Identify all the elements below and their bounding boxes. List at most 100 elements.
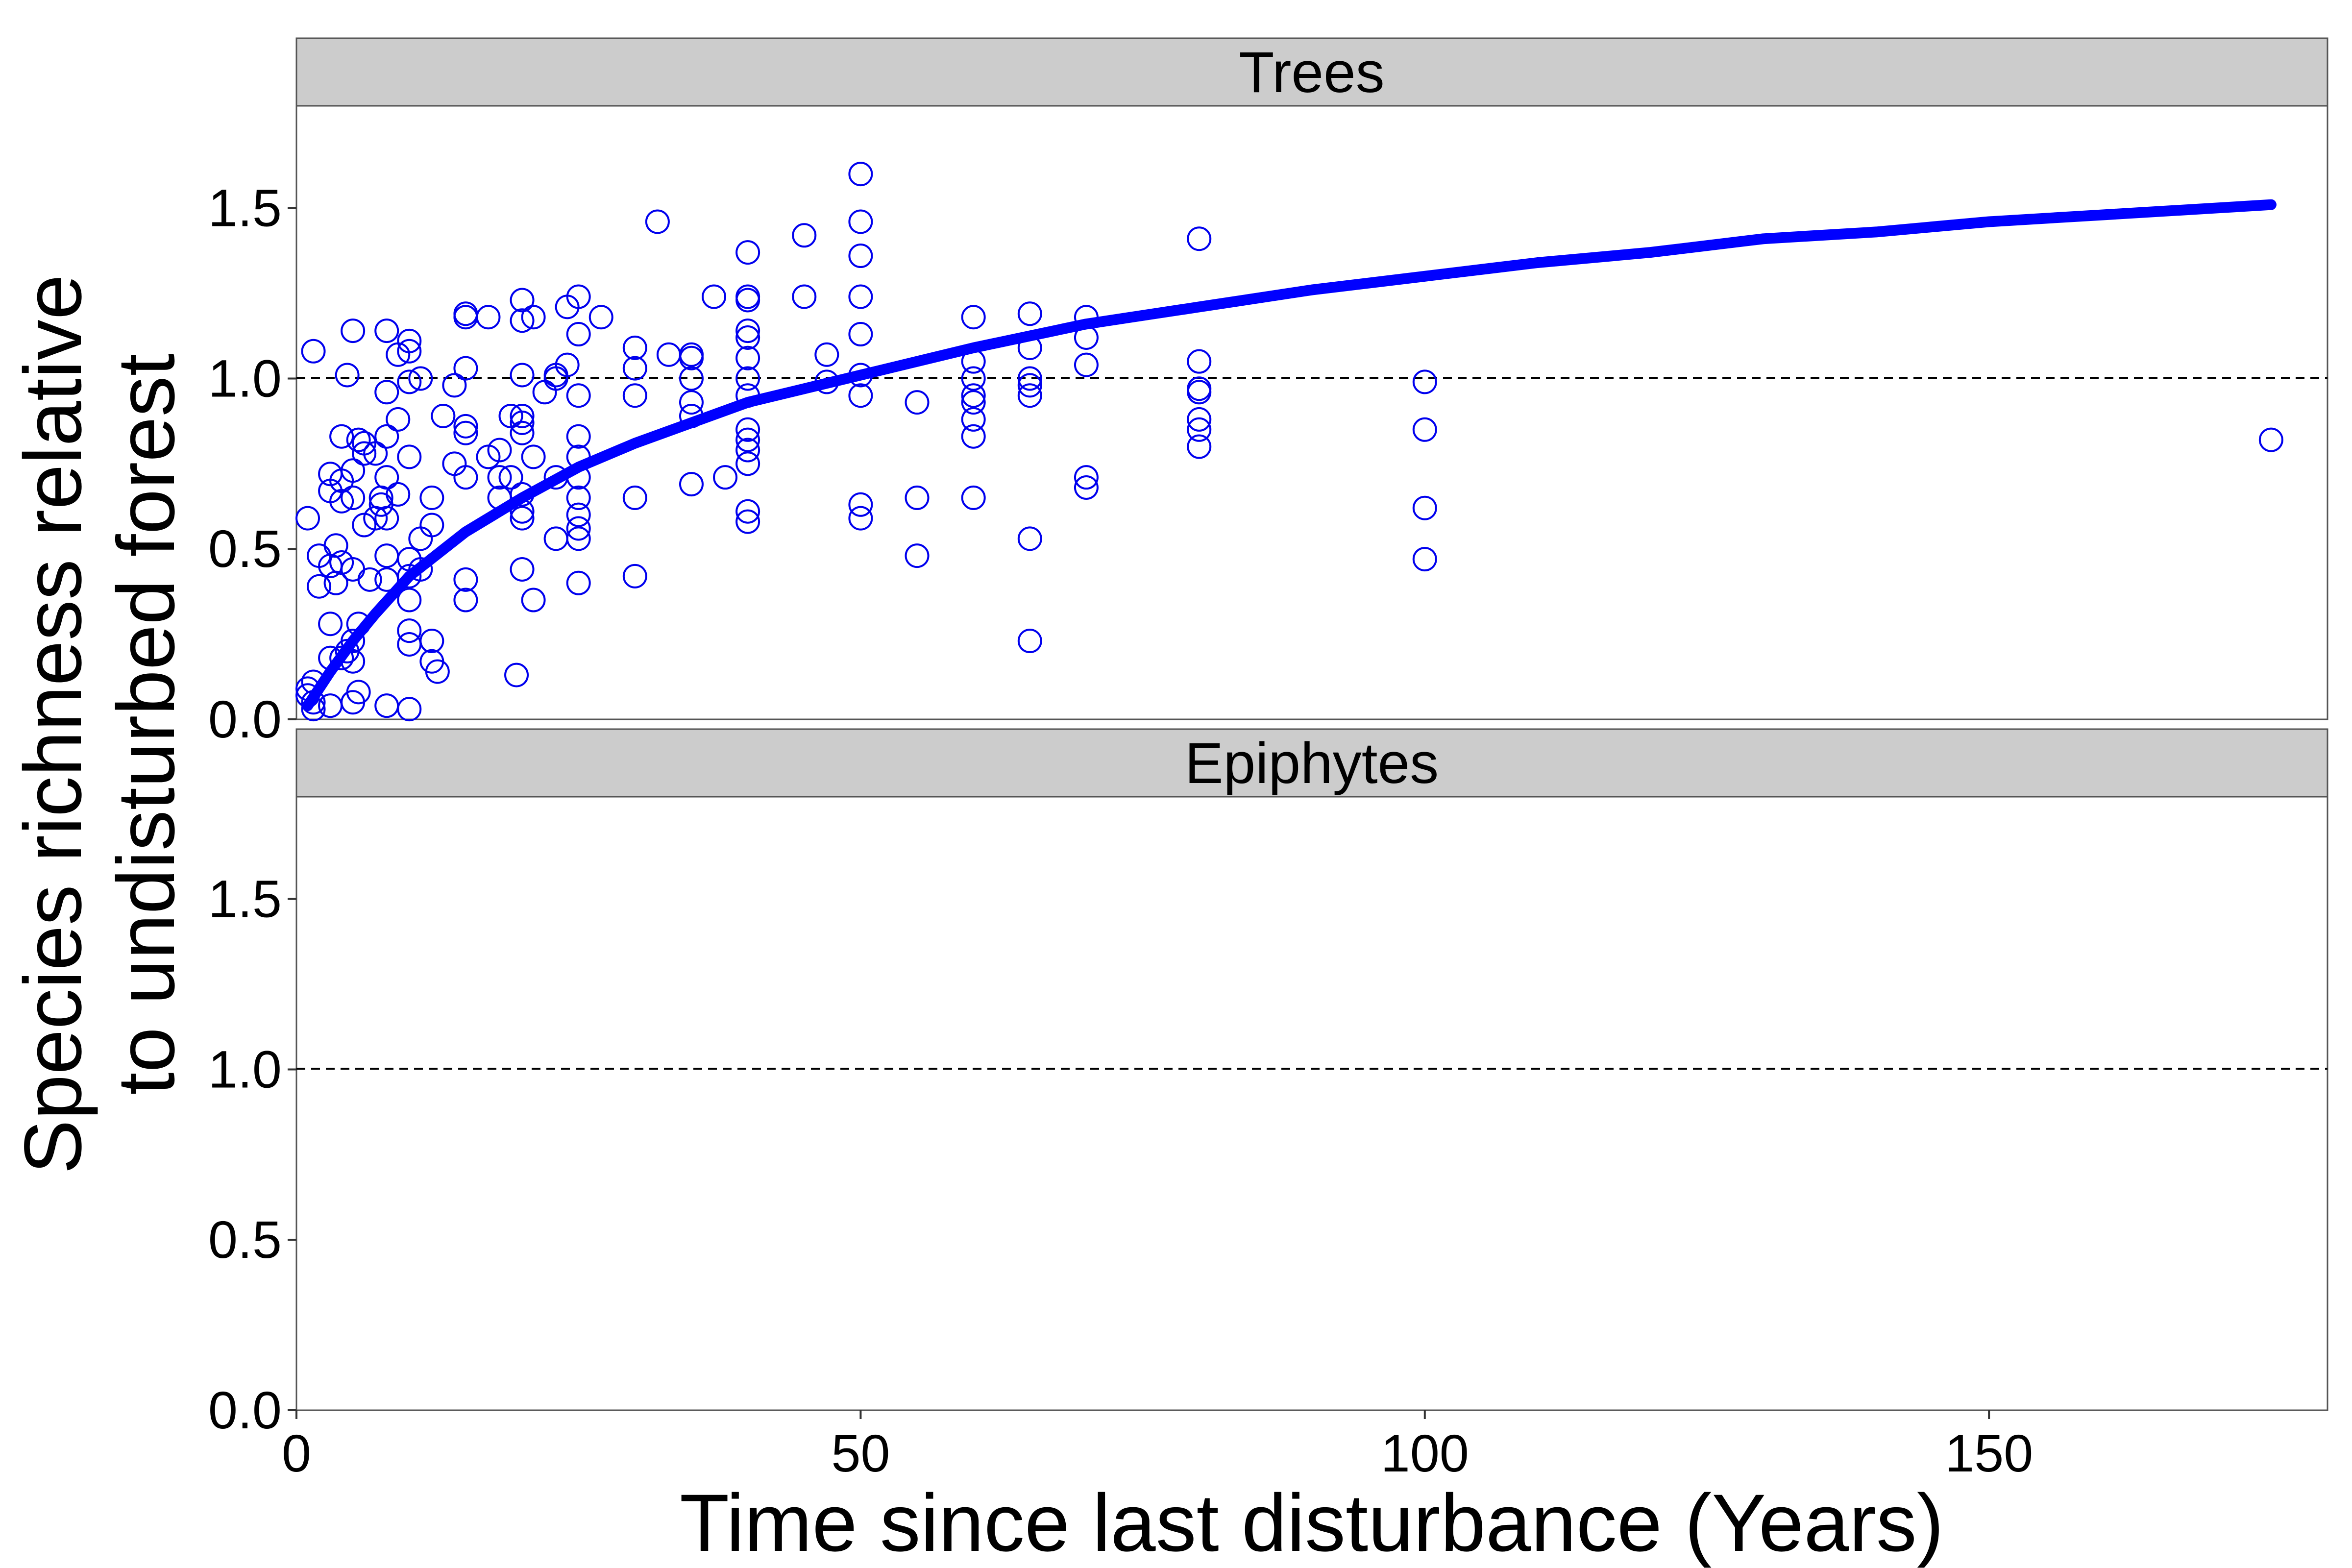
data-point	[566, 485, 591, 510]
data-point	[1074, 352, 1099, 377]
y-axis-title-line-2: to undisturbed forest	[101, 353, 192, 1095]
data-point	[622, 335, 647, 360]
data-point	[341, 458, 366, 483]
epiphytes-y-tick-label: 0.0	[208, 1380, 282, 1440]
data-point	[1412, 495, 1437, 520]
data-point	[566, 516, 591, 541]
x-tick-label: 100	[1381, 1423, 1469, 1483]
data-point	[510, 308, 535, 333]
data-point	[713, 465, 738, 490]
data-point	[397, 369, 422, 394]
data-point	[476, 305, 501, 330]
data-point	[442, 373, 467, 398]
data-point	[341, 485, 366, 510]
facet-epiphytes-panel	[295, 796, 2328, 1411]
data-point	[307, 574, 332, 599]
data-point	[735, 325, 760, 350]
data-point	[961, 383, 986, 408]
data-point	[453, 420, 478, 445]
data-point	[329, 489, 354, 514]
trees-y-tick-label: 1.0	[208, 348, 282, 408]
data-point	[961, 305, 986, 330]
data-point	[363, 441, 388, 466]
data-point	[357, 567, 382, 592]
trees-y-tick-label: 0.0	[208, 689, 282, 749]
data-point	[905, 543, 930, 568]
data-point	[1017, 526, 1042, 551]
data-point	[1074, 475, 1099, 500]
data-point	[622, 564, 647, 588]
data-point	[397, 444, 422, 469]
data-point	[318, 612, 343, 637]
data-point	[335, 363, 360, 388]
data-point	[961, 485, 986, 510]
data-point	[1412, 417, 1437, 442]
trees-y-tick-label: 0.5	[208, 519, 282, 578]
data-point	[374, 506, 399, 531]
data-point	[504, 662, 529, 687]
data-point	[453, 356, 478, 381]
data-point	[848, 322, 873, 347]
data-point	[566, 526, 591, 551]
data-point	[1017, 366, 1042, 391]
data-point	[566, 570, 591, 595]
data-point	[374, 380, 399, 405]
epiphytes-y-tick-label: 0.5	[208, 1210, 282, 1269]
data-point	[2258, 427, 2283, 452]
data-point	[961, 390, 986, 415]
facet-trees-points	[295, 162, 2283, 722]
data-point	[419, 485, 444, 510]
data-point	[521, 444, 546, 469]
data-point	[510, 363, 535, 388]
data-point	[1412, 547, 1437, 572]
data-point	[622, 485, 647, 510]
x-tick-label: 50	[831, 1423, 890, 1483]
data-point	[566, 383, 591, 408]
data-point	[1187, 376, 1212, 401]
data-point	[510, 557, 535, 582]
data-point	[329, 645, 354, 670]
facet-trees-strip	[295, 37, 2328, 107]
data-point	[487, 438, 512, 463]
data-point	[419, 513, 444, 538]
data-point	[1187, 434, 1212, 459]
data-point	[735, 499, 760, 524]
data-point	[1017, 301, 1042, 326]
data-point	[498, 465, 523, 490]
data-point	[848, 284, 873, 309]
data-point	[1074, 465, 1099, 490]
data-point	[397, 588, 422, 612]
data-point	[679, 390, 704, 415]
data-point	[848, 506, 873, 531]
data-point	[329, 424, 354, 449]
data-point	[510, 288, 535, 313]
data-point	[431, 403, 456, 428]
data-point	[645, 209, 670, 234]
facet-trees-fitted-curve	[302, 199, 2277, 711]
data-point	[521, 305, 546, 330]
data-point	[397, 697, 422, 722]
data-point	[1017, 629, 1042, 654]
data-point	[905, 390, 930, 415]
data-point	[961, 424, 986, 449]
data-point	[374, 318, 399, 343]
data-point	[397, 328, 422, 353]
data-point	[679, 366, 704, 391]
x-tick-label: 0	[282, 1423, 311, 1483]
data-point	[510, 403, 535, 428]
data-point	[397, 618, 422, 643]
data-point	[622, 356, 647, 381]
data-point	[453, 465, 478, 490]
data-point	[735, 240, 760, 265]
data-point	[510, 410, 535, 435]
data-point	[374, 424, 399, 449]
data-point	[679, 472, 704, 497]
data-point	[814, 342, 839, 367]
data-point	[1412, 369, 1437, 394]
data-point	[386, 482, 411, 507]
data-point	[341, 629, 366, 654]
data-point	[352, 441, 377, 466]
data-point	[735, 509, 760, 534]
data-point	[702, 284, 727, 309]
